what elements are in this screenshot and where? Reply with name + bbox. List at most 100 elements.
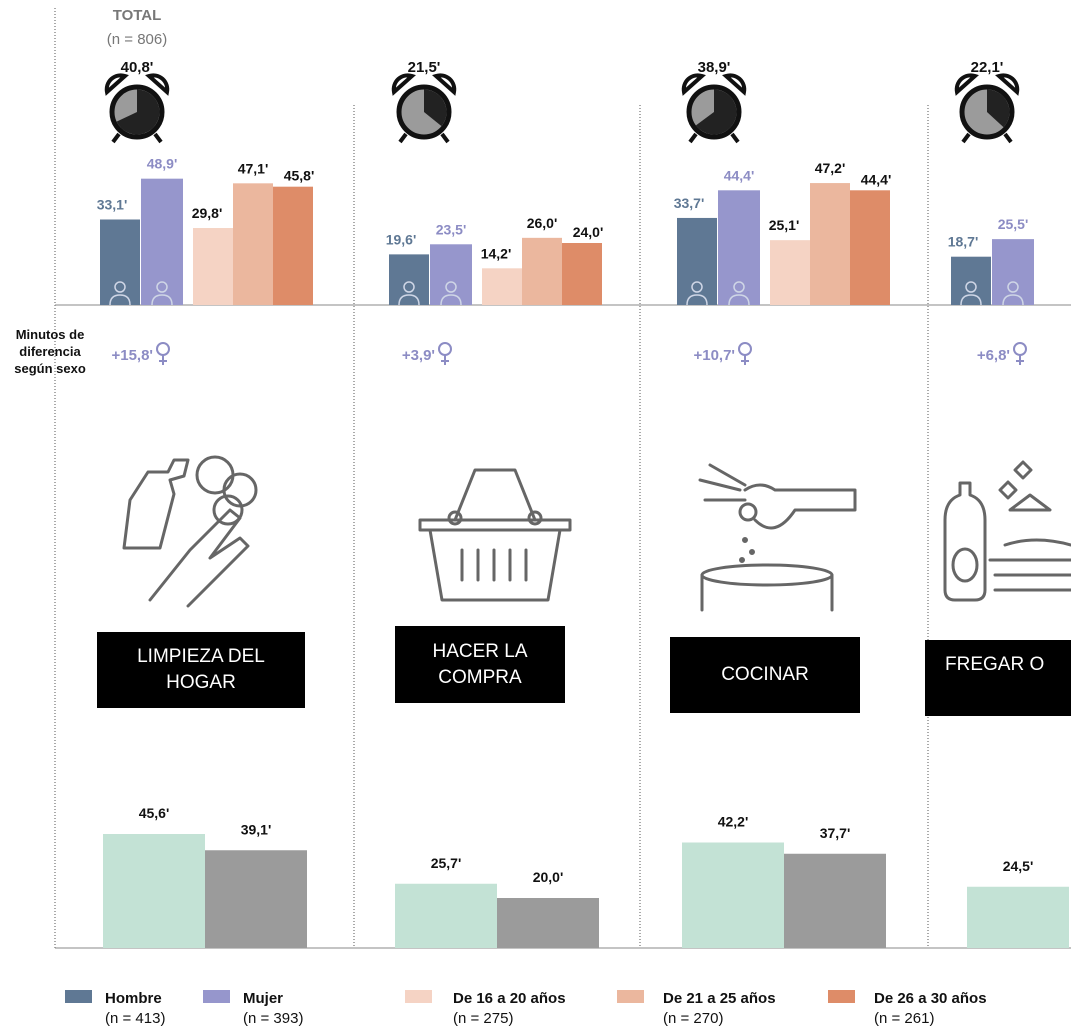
bottom-label: 24,5' [1003,858,1034,874]
person-icon [156,281,168,293]
bottom-bar [784,853,886,948]
bar [100,219,140,305]
bottom-label: 45,6' [139,805,170,821]
diff-label: +10,7' [693,347,735,364]
category-box: COCINAR [670,637,860,713]
bar [810,183,850,305]
clock [104,73,170,144]
total-n: (n = 806) [107,31,167,48]
legend-n: (n = 261) [874,1010,934,1027]
person-icon [114,281,126,293]
basket-icon [418,468,572,602]
value-label: 45,8' [284,168,315,184]
person-icon [1002,294,1024,306]
female-symbol [1016,355,1024,365]
bar [562,243,602,305]
value-label: 44,4' [861,171,892,187]
bar [850,190,890,305]
person-icon [686,294,708,306]
legend-label: Hombre [105,990,162,1007]
value-label: 48,9' [147,156,178,172]
clock-wedge [695,89,737,135]
clock-bell [681,73,706,96]
bottom-label: 37,7' [820,825,851,841]
clock-leg [440,132,450,144]
legend-n: (n = 275) [453,1010,513,1027]
clock-wedge [987,89,1010,128]
value-label: 24,0' [573,224,604,240]
female-symbol [438,342,452,356]
bar [522,237,562,305]
category-box: LIMPIEZA DEL HOGAR [97,632,305,708]
bottom-label: 39,1' [241,821,272,837]
legend-swatch [617,990,644,1003]
diff-label: +3,9' [402,347,435,364]
bar [141,178,183,305]
person-icon [440,294,462,306]
bottom-bar [967,886,1069,948]
bottom-label: 20,0' [533,869,564,885]
female-symbol [738,342,752,356]
bottom-bar [395,883,497,948]
diff-label: +6,8' [977,347,1010,364]
female-symbol [159,355,167,365]
clock [681,73,747,144]
person-icon [733,281,745,293]
legend-label: Mujer [243,990,283,1007]
bottom-bar [682,842,784,948]
cooking-icon [698,463,857,612]
clock-bell [954,73,979,96]
value-label: 29,8' [192,205,223,221]
clock-leg [111,132,121,144]
clock-leg [688,132,698,144]
total-label: 22,1' [971,59,1004,76]
bar [430,244,472,305]
legend-swatch [65,990,92,1003]
clock [954,73,1020,144]
value-label: 25,1' [769,217,800,233]
female-symbol [1013,342,1027,356]
person-icon [445,281,457,293]
category-box: FREGAR O [925,640,1071,716]
legend-n: (n = 413) [105,1010,165,1027]
category-box: HACER LA COMPRA [395,626,565,703]
legend-label: De 21 a 25 años [663,990,776,1007]
bar [951,256,991,305]
legend-swatch [203,990,230,1003]
clock [391,73,457,144]
value-label: 25,5' [998,216,1029,232]
legend-swatch [405,990,432,1003]
person-icon [398,294,420,306]
bar [992,239,1034,305]
person-icon [109,294,131,306]
person-icon [151,294,173,306]
legend-n: (n = 270) [663,1010,723,1027]
clock-bell [145,73,170,96]
person-icon [728,294,750,306]
bar [718,190,760,305]
person-icon [691,281,703,293]
dishes-icon [943,460,1071,602]
clock-leg [398,132,408,144]
female-symbol [741,355,749,365]
clock-wedge [116,89,160,135]
female-symbol [441,355,449,365]
clock-leg [730,132,740,144]
person-icon [1007,281,1019,293]
value-label: 23,5' [436,221,467,237]
clock-leg [961,132,971,144]
clock-bell [995,73,1020,96]
bar [389,254,429,305]
bottom-bar [497,898,599,948]
value-label: 33,7' [674,195,705,211]
legend-swatch [828,990,855,1003]
value-label: 26,0' [527,215,558,231]
legend-n: (n = 393) [243,1010,303,1027]
value-label: 33,1' [97,196,128,212]
diff-title: Minutos de diferencia según sexo [14,327,86,376]
value-label: 44,4' [724,167,755,183]
bar [233,183,273,305]
person-icon [403,281,415,293]
